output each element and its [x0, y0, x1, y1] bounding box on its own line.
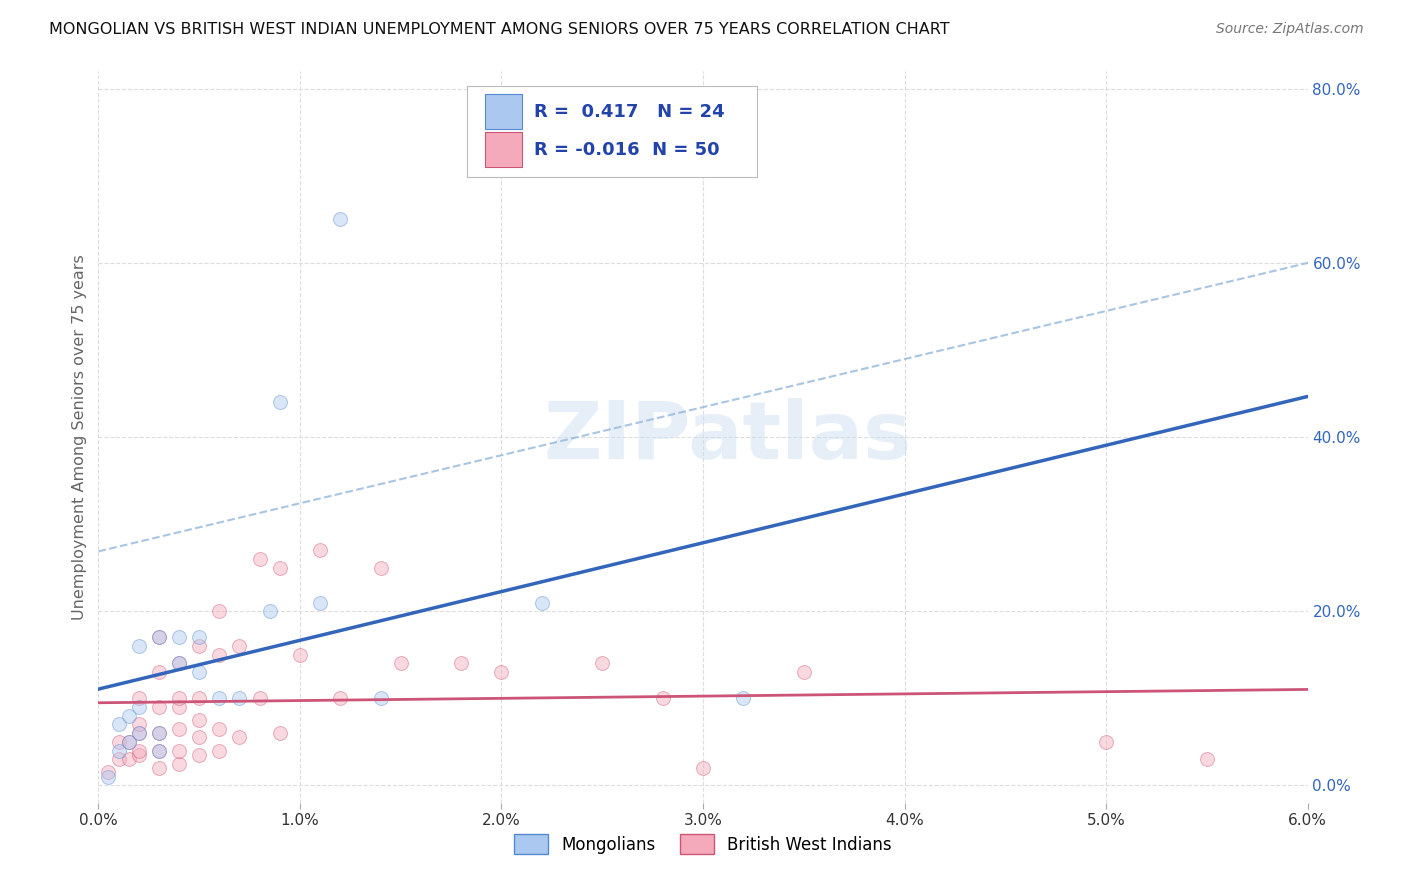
Point — [118, 708, 141, 723]
FancyBboxPatch shape — [467, 86, 758, 178]
Legend: Mongolians, British West Indians: Mongolians, British West Indians — [508, 828, 898, 860]
Point — [288, 648, 311, 662]
Point — [249, 552, 271, 566]
Point — [167, 700, 190, 714]
Point — [733, 691, 755, 706]
Point — [97, 770, 120, 784]
Point — [208, 743, 231, 757]
Point — [269, 726, 291, 740]
Point — [118, 735, 141, 749]
Point — [188, 639, 211, 653]
Point — [1095, 735, 1118, 749]
Point — [188, 691, 211, 706]
Y-axis label: Unemployment Among Seniors over 75 years: Unemployment Among Seniors over 75 years — [72, 254, 87, 620]
Point — [167, 743, 190, 757]
Point — [128, 743, 150, 757]
Text: ZIPatlas: ZIPatlas — [543, 398, 911, 476]
Point — [269, 560, 291, 574]
Point — [128, 717, 150, 731]
Point — [208, 722, 231, 736]
Point — [148, 726, 170, 740]
Point — [128, 726, 150, 740]
Text: Source: ZipAtlas.com: Source: ZipAtlas.com — [1216, 22, 1364, 37]
Point — [148, 631, 170, 645]
Point — [118, 735, 141, 749]
Point — [309, 543, 332, 558]
Point — [107, 735, 129, 749]
Point — [128, 726, 150, 740]
Point — [370, 560, 392, 574]
Point — [309, 595, 332, 609]
Point — [1195, 752, 1218, 766]
Point — [167, 722, 190, 736]
Point — [107, 717, 129, 731]
Point — [530, 595, 553, 609]
Point — [188, 665, 211, 680]
Point — [591, 657, 613, 671]
Point — [128, 747, 150, 762]
Point — [208, 648, 231, 662]
Point — [97, 765, 120, 780]
Point — [793, 665, 815, 680]
Point — [228, 691, 250, 706]
Text: R =  0.417   N = 24: R = 0.417 N = 24 — [534, 103, 724, 120]
Point — [148, 631, 170, 645]
Point — [692, 761, 714, 775]
Point — [148, 665, 170, 680]
Point — [167, 631, 190, 645]
Point — [107, 743, 129, 757]
Point — [329, 691, 352, 706]
Point — [370, 691, 392, 706]
Point — [128, 700, 150, 714]
Point — [491, 665, 513, 680]
Point — [128, 639, 150, 653]
Point — [148, 726, 170, 740]
Point — [269, 395, 291, 409]
Point — [148, 700, 170, 714]
Point — [167, 756, 190, 771]
Point — [249, 691, 271, 706]
Point — [259, 604, 281, 618]
Point — [651, 691, 673, 706]
Point — [208, 604, 231, 618]
Point — [188, 747, 211, 762]
Point — [228, 731, 250, 745]
Point — [128, 691, 150, 706]
Text: MONGOLIAN VS BRITISH WEST INDIAN UNEMPLOYMENT AMONG SENIORS OVER 75 YEARS CORREL: MONGOLIAN VS BRITISH WEST INDIAN UNEMPLO… — [49, 22, 950, 37]
Point — [188, 713, 211, 727]
Point — [208, 691, 231, 706]
Point — [167, 657, 190, 671]
Text: R = -0.016  N = 50: R = -0.016 N = 50 — [534, 141, 720, 159]
Point — [107, 752, 129, 766]
Point — [148, 743, 170, 757]
Point — [118, 752, 141, 766]
Point — [167, 657, 190, 671]
Point — [167, 691, 190, 706]
Point — [329, 212, 352, 227]
Bar — [485, 132, 522, 167]
Point — [450, 657, 472, 671]
Point — [148, 743, 170, 757]
Bar — [485, 94, 522, 129]
Point — [389, 657, 412, 671]
Point — [228, 639, 250, 653]
Point — [148, 761, 170, 775]
Point — [188, 731, 211, 745]
Point — [188, 631, 211, 645]
